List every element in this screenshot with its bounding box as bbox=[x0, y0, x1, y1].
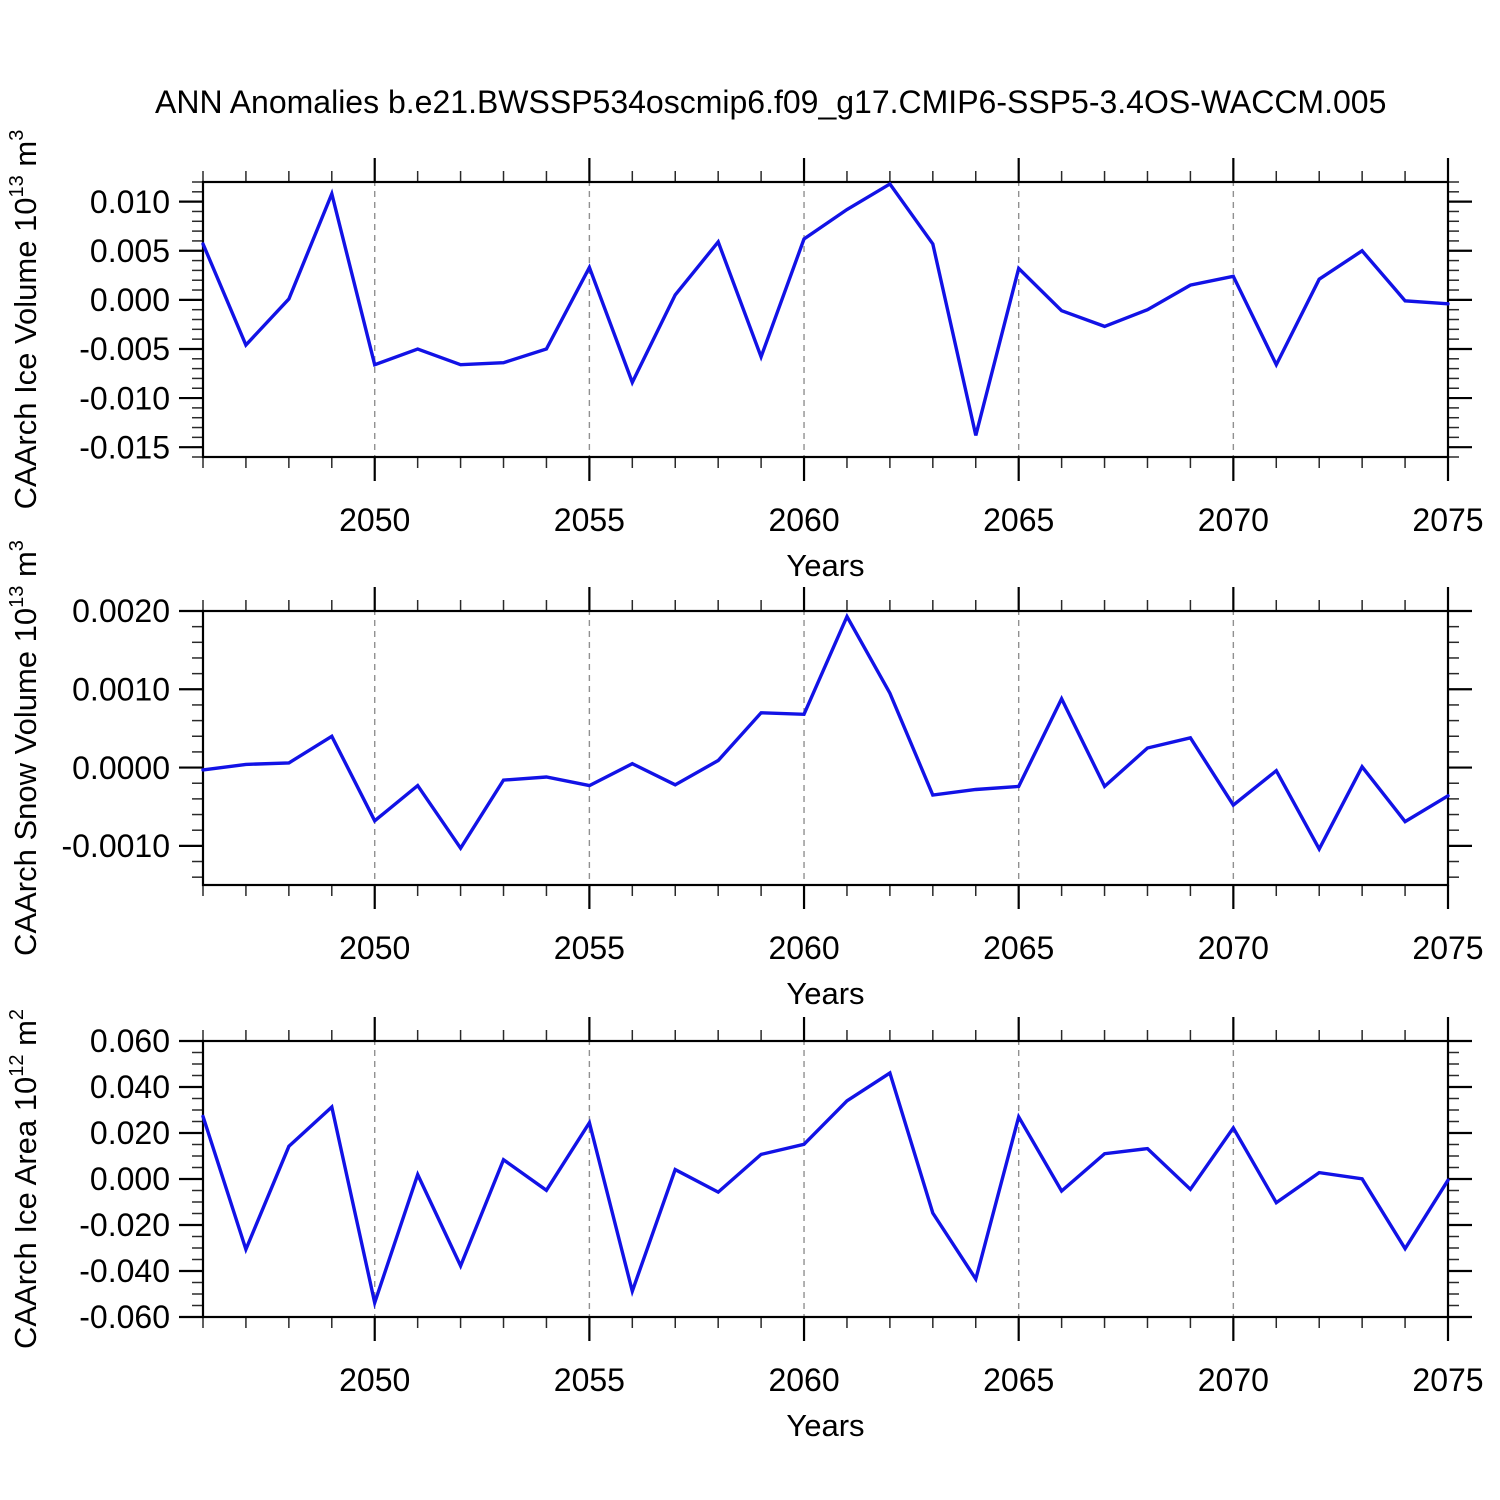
plot-frame bbox=[201, 180, 1450, 459]
x-tick-label: 2055 bbox=[554, 930, 625, 966]
x-tick-label: 2075 bbox=[1412, 930, 1483, 966]
x-tick-label: 2075 bbox=[1412, 502, 1483, 538]
y-tick-label: 0.005 bbox=[90, 233, 170, 269]
x-tick-label: 2065 bbox=[983, 502, 1054, 538]
x-tick-label: 2060 bbox=[768, 1362, 839, 1398]
y-tick-label: -0.010 bbox=[79, 380, 170, 416]
x-tick-label: 2065 bbox=[983, 1362, 1054, 1398]
x-tick-label: 2070 bbox=[1198, 502, 1269, 538]
x-axis-label: Years bbox=[786, 1408, 864, 1443]
y-tick-label: 0.0020 bbox=[72, 593, 170, 629]
data-line bbox=[201, 612, 1450, 853]
y-tick-label: 0.040 bbox=[90, 1069, 170, 1105]
y-tick-label: 0.000 bbox=[90, 1161, 170, 1197]
x-tick-label: 2050 bbox=[339, 1362, 410, 1398]
y-axis-label: CAArch Snow Volume 1013​ m3​ bbox=[6, 540, 43, 956]
y-axis-label: CAArch Ice Area 1012​ m2​ bbox=[6, 1009, 43, 1349]
y-tick-label: 0.0010 bbox=[72, 671, 170, 707]
x-tick-label: 2050 bbox=[339, 930, 410, 966]
x-tick-label: 2065 bbox=[983, 930, 1054, 966]
x-tick-label: 2060 bbox=[768, 502, 839, 538]
data-line bbox=[201, 1070, 1450, 1310]
y-tick-label: -0.060 bbox=[79, 1299, 170, 1335]
data-line bbox=[201, 181, 1450, 436]
x-tick-label: 2055 bbox=[554, 1362, 625, 1398]
y-tick-label: -0.0010 bbox=[61, 828, 170, 864]
y-tick-label: 0.0000 bbox=[72, 750, 170, 786]
x-tick-label: 2070 bbox=[1198, 1362, 1269, 1398]
y-tick-label: 0.010 bbox=[90, 184, 170, 220]
x-tick-label: 2070 bbox=[1198, 930, 1269, 966]
y-tick-label: -0.040 bbox=[79, 1253, 170, 1289]
panel-3: 0.060 0.040 0.020 0.000 -0.020 -0.040 -0.060 20… bbox=[6, 1009, 1484, 1443]
chart-title: ANN Anomalies b.e21.BWSSP534oscmip6.f09_… bbox=[155, 84, 1387, 120]
x-axis-label: Years bbox=[786, 976, 864, 1011]
y-tick-label: -0.005 bbox=[79, 331, 170, 367]
x-tick-label: 2060 bbox=[768, 930, 839, 966]
x-tick-label: 2075 bbox=[1412, 1362, 1483, 1398]
y-tick-label: -0.020 bbox=[79, 1207, 170, 1243]
x-axis-label: Years bbox=[786, 548, 864, 583]
y-tick-label: 0.000 bbox=[90, 282, 170, 318]
plot-frame bbox=[201, 609, 1450, 887]
x-tick-label: 2050 bbox=[339, 502, 410, 538]
y-tick-label: 0.020 bbox=[90, 1115, 170, 1151]
y-tick-label: -0.015 bbox=[79, 429, 170, 465]
panel-2: 0.0020 0.0010 0.0000 -0.0010 2050 2055 2060 206… bbox=[6, 540, 1484, 1011]
y-tick-label: 0.060 bbox=[90, 1023, 170, 1059]
y-axis-label: CAArch Ice Volume 1013​ m3​ bbox=[6, 130, 43, 510]
panel-1: 0.010 0.005 0.000 -0.005 -0.010 -0.015 2050 205… bbox=[6, 130, 1484, 583]
x-tick-label: 2055 bbox=[554, 502, 625, 538]
